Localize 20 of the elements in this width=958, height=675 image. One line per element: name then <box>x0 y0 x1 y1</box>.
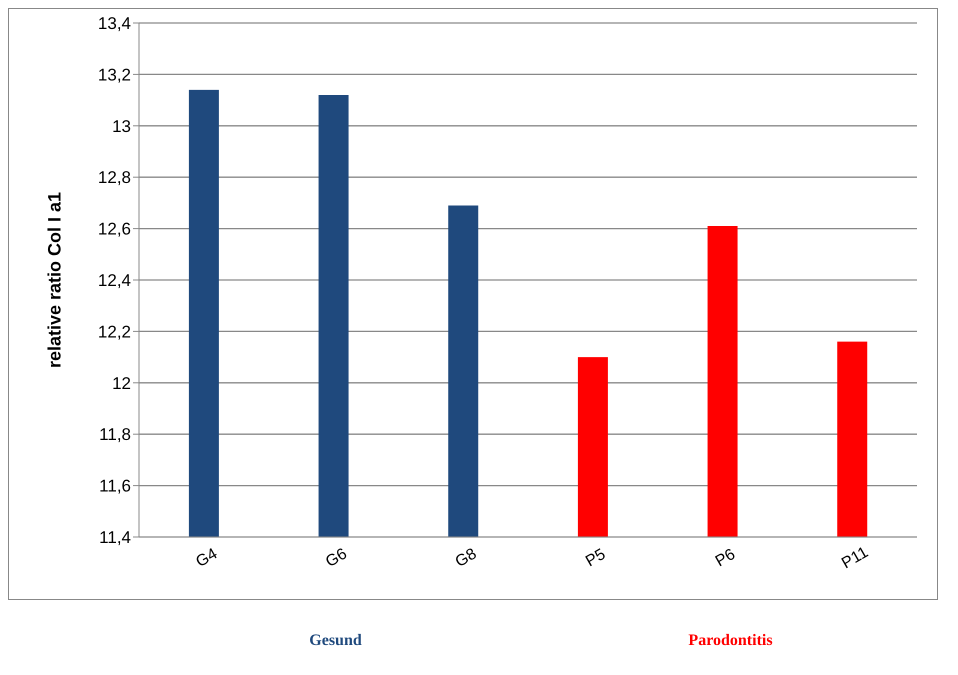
y-tick-label: 13,2 <box>98 65 131 84</box>
y-tick-label: 11,6 <box>99 476 131 496</box>
text: Gesund <box>308 632 363 650</box>
y-tick-label: 12,8 <box>98 168 131 188</box>
x-tick-label: P6 <box>712 546 738 570</box>
y-tick-label: 13,4 <box>98 14 131 34</box>
x-tick-label: G8 <box>452 545 480 571</box>
y-tick-label: 12,4 <box>98 271 131 290</box>
y-tick-label: 11,8 <box>99 425 131 444</box>
x-tick-label: P5 <box>583 546 609 570</box>
x-tick-label: P11 <box>839 544 872 572</box>
y-tick-label: 11,4 <box>99 528 131 548</box>
y-tick-label: 12 <box>112 374 131 393</box>
x-tick-label: G6 <box>322 545 350 571</box>
text: Parodontitis <box>687 632 774 650</box>
y-tick-label: 12,6 <box>98 220 131 239</box>
y-tick-label: 12,2 <box>98 322 131 342</box>
x-tick-label: G4 <box>193 545 220 571</box>
y-axis-title: relative ratio Col I a1 <box>44 192 64 368</box>
y-tick-label: 13 <box>112 116 131 136</box>
